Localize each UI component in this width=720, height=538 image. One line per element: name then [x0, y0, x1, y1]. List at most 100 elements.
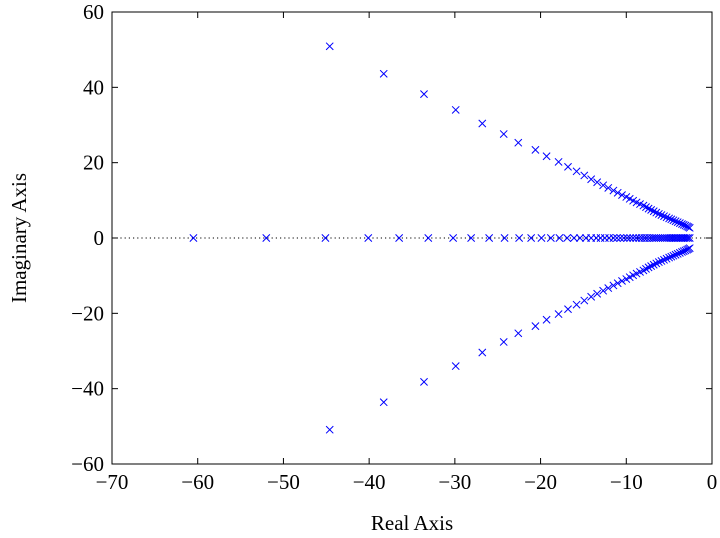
pole-marker	[660, 212, 668, 221]
pole-marker	[325, 425, 334, 434]
pole-marker	[580, 296, 589, 305]
pole-marker	[420, 377, 428, 386]
pole-marker	[684, 234, 692, 242]
pole-marker	[600, 234, 609, 242]
pole-marker	[527, 234, 536, 242]
pole-marker	[671, 250, 680, 259]
pole-marker	[654, 258, 663, 267]
pole-marker	[478, 119, 487, 128]
x-axis-label: Real Axis	[371, 511, 453, 535]
pole-marker	[652, 259, 661, 268]
pole-marker	[665, 253, 674, 262]
pole-marker	[619, 234, 628, 242]
pole-marker	[639, 201, 648, 210]
pole-marker	[667, 252, 676, 261]
pole-marker	[554, 157, 563, 166]
pole-marker	[642, 203, 650, 212]
y-tick-label: 0	[94, 226, 105, 250]
y-axis-label: Imaginary Axis	[7, 173, 31, 303]
pole-marker	[649, 260, 658, 269]
y-tick-label: −20	[71, 301, 104, 325]
pole-marker	[572, 300, 581, 309]
pole-marker	[675, 248, 684, 257]
pole-marker	[665, 214, 674, 223]
pole-marker	[604, 183, 613, 192]
pole-marker	[514, 329, 523, 338]
pole-marker	[609, 186, 618, 195]
pole-marker	[449, 234, 458, 242]
pole-marker	[649, 207, 658, 216]
pole-marker	[587, 175, 596, 184]
pole-marker	[592, 234, 601, 242]
y-tick-label: 60	[83, 0, 104, 24]
pole-marker	[616, 234, 625, 242]
pole-marker	[572, 167, 581, 176]
pole-marker	[537, 234, 546, 242]
pole-marker	[662, 254, 671, 263]
pole-marker	[593, 289, 602, 298]
pole-marker	[685, 223, 694, 232]
pole-marker	[663, 234, 671, 242]
pole-marker	[420, 90, 428, 99]
pole-marker	[618, 191, 626, 200]
pole-marker	[485, 234, 494, 242]
pole-marker	[673, 218, 682, 227]
x-tick-label: −40	[353, 470, 386, 494]
pole-marker	[671, 217, 680, 226]
pole-marker	[563, 234, 572, 242]
pole-marker	[675, 219, 684, 228]
pole-marker	[587, 292, 596, 301]
pole-markers-layer	[189, 42, 694, 434]
pole-marker	[531, 145, 540, 154]
pole-marker	[605, 234, 614, 242]
pole-marker	[662, 213, 671, 222]
pole-marker	[499, 338, 508, 346]
pole-marker	[379, 398, 388, 407]
y-tick-label: −60	[71, 452, 104, 476]
y-tick-label: −40	[71, 377, 104, 401]
pole-marker	[609, 234, 618, 242]
pole-marker	[189, 234, 198, 242]
x-tick-label: −10	[610, 470, 643, 494]
pole-marker	[613, 279, 622, 288]
y-tick-label: 40	[83, 75, 104, 99]
pole-marker	[542, 315, 551, 324]
pole-marker	[647, 262, 656, 271]
x-tick-label: −30	[438, 470, 471, 494]
plot-frame	[111, 11, 713, 465]
pole-marker	[514, 138, 523, 147]
pole-marker	[364, 234, 373, 242]
pole-marker	[570, 234, 578, 242]
pole-marker	[499, 130, 508, 138]
pole-marker	[500, 234, 509, 242]
pole-marker	[682, 234, 691, 242]
pole-marker	[599, 286, 608, 295]
pole-marker	[424, 234, 433, 242]
pole-marker	[564, 305, 572, 314]
pole-marker	[647, 205, 656, 214]
pole-marker	[660, 255, 668, 264]
pole-marker	[379, 69, 388, 78]
pole-marker	[639, 266, 648, 275]
pole-marker	[669, 251, 678, 260]
pole-marker	[321, 234, 330, 242]
pole-marker	[555, 234, 564, 242]
pole-marker	[451, 105, 460, 114]
pole-marker	[467, 234, 476, 242]
pole-marker	[325, 42, 334, 51]
y-tick-label: 20	[83, 151, 104, 175]
pole-marker	[604, 284, 613, 293]
pole-marker	[599, 181, 608, 190]
pole-marker	[478, 348, 487, 357]
pole-marker	[609, 281, 618, 290]
pole-marker	[554, 310, 563, 319]
pole-marker	[642, 264, 650, 273]
pole-marker	[632, 234, 641, 242]
pole-marker	[564, 162, 572, 171]
pole-marker	[612, 234, 621, 242]
pole-marker	[546, 234, 555, 242]
pole-marker	[623, 234, 632, 242]
pole-marker	[654, 209, 663, 218]
